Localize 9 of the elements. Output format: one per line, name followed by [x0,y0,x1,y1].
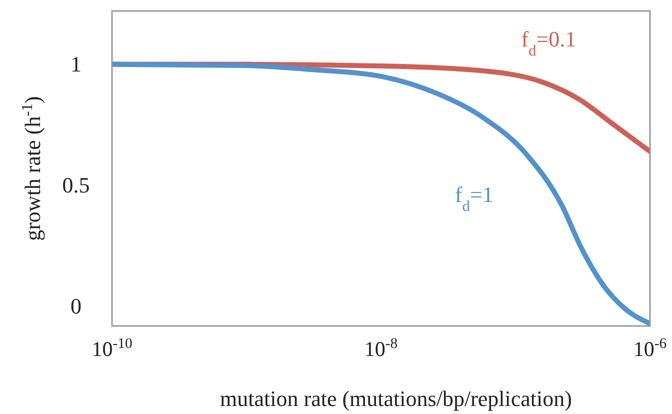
series-label: f$_{d}$=1 [454,182,494,214]
y-tick-label: 1 [70,51,82,76]
y-tick-label: 0.5 [62,172,90,198]
x-tick-label: 10$^{-6}$ [633,336,667,361]
x-tick-label: 10$^{-10}$ [92,336,132,361]
series-label: f$_{d}$=0.1 [521,26,576,59]
y-tick-label: 0 [70,294,82,319]
x-tick-label: 10$^{-8}$ [364,336,398,361]
x-axis-title: mutation rate (mutations/bp/replication) [220,386,572,411]
